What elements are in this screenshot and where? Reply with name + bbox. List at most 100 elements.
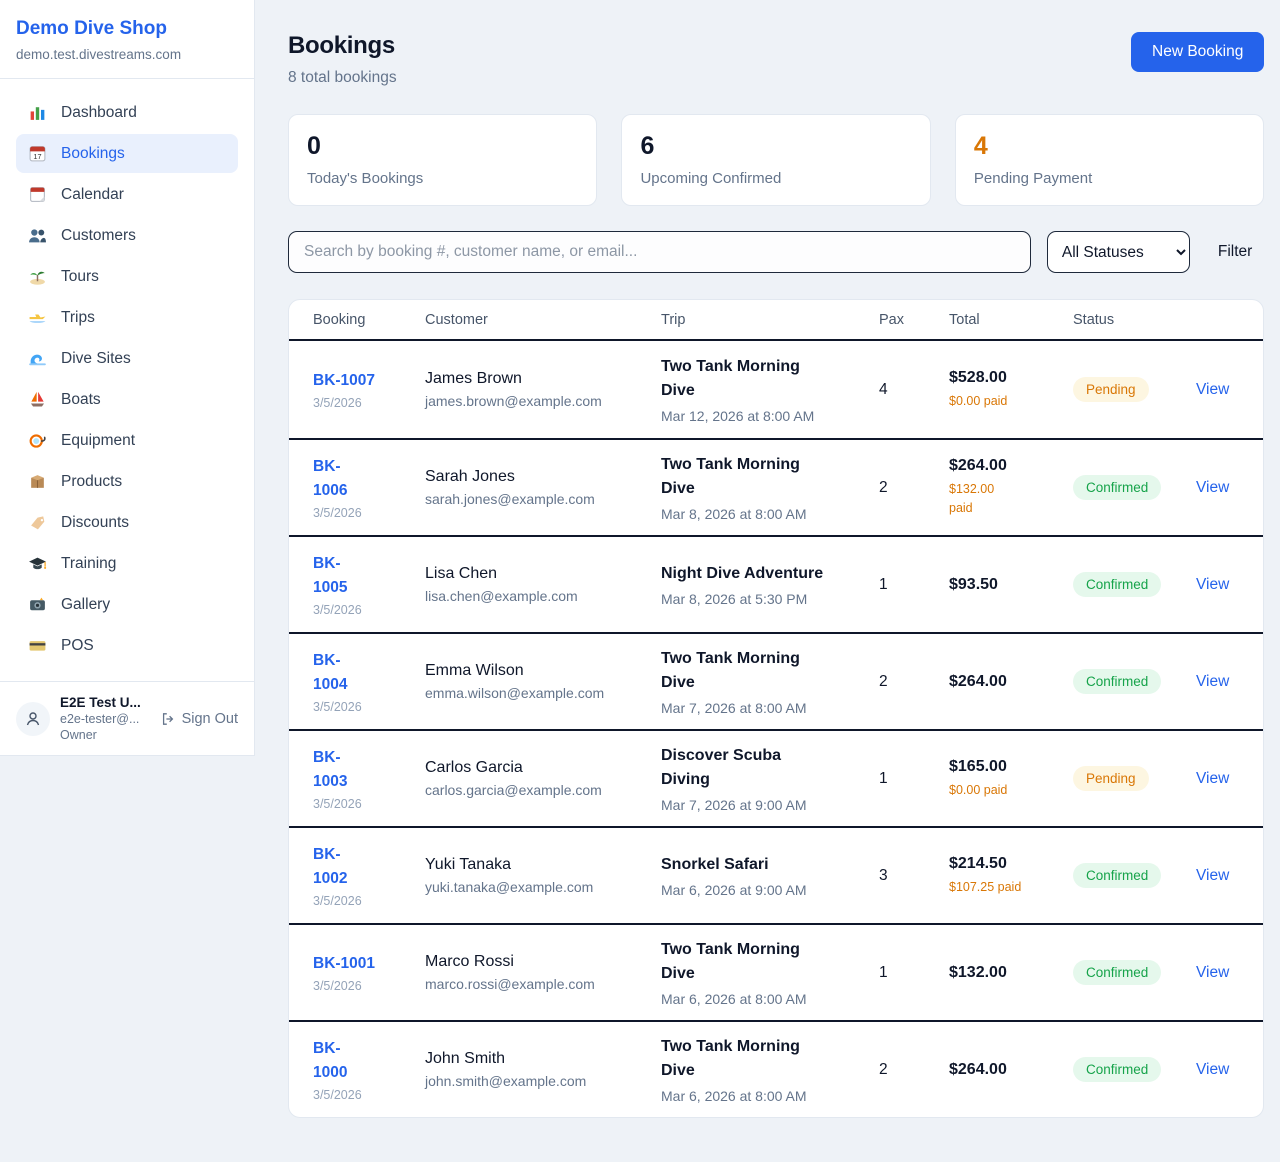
sidebar-item-products[interactable]: Products	[16, 462, 238, 501]
sidebar-item-training[interactable]: Training	[16, 544, 238, 583]
new-booking-button[interactable]: New Booking	[1131, 32, 1265, 72]
status-badge: Confirmed	[1073, 1057, 1162, 1082]
users-icon	[28, 226, 47, 245]
sidebar-item-discounts[interactable]: Discounts	[16, 503, 238, 542]
customer-email: lisa.chen@example.com	[425, 588, 578, 604]
table-row: BK- 1006 3/5/2026 Sarah Jones sarah.jone…	[289, 438, 1264, 535]
paid-amount: $0.00 paid	[949, 393, 1008, 408]
total-amount: $93.50	[949, 575, 998, 593]
booking-cell: BK- 1003 3/5/2026	[313, 746, 425, 811]
view-link[interactable]: View	[1196, 866, 1230, 884]
actions-cell: View	[1196, 770, 1239, 788]
trip-name: Two Tank Morning Dive	[661, 1038, 800, 1079]
total-cell: $93.50	[949, 576, 1073, 594]
customer-name: Emma Wilson	[425, 662, 524, 679]
customer-name: Lisa Chen	[425, 565, 498, 582]
filter-button[interactable]: Filter	[1206, 243, 1264, 261]
customer-email: john.smith@example.com	[425, 1073, 587, 1089]
view-link[interactable]: View	[1196, 478, 1230, 496]
sidebar-item-calendar[interactable]: Calendar	[16, 175, 238, 214]
status-select[interactable]: All Statuses	[1046, 231, 1190, 273]
customer-email: emma.wilson@example.com	[425, 685, 605, 701]
sidebar-item-gallery[interactable]: Gallery	[16, 585, 238, 624]
sidebar-item-label: Calendar	[61, 185, 124, 203]
sidebar-item-pos[interactable]: POS	[16, 626, 238, 665]
actions-cell: View	[1196, 1061, 1239, 1079]
view-link[interactable]: View	[1196, 1060, 1230, 1078]
page-title: Bookings	[288, 32, 395, 59]
view-link[interactable]: View	[1196, 575, 1230, 593]
booking-cell: BK-1001 3/5/2026	[313, 952, 425, 993]
view-link[interactable]: View	[1196, 380, 1230, 398]
sidebar-item-dive-sites[interactable]: Dive Sites	[16, 339, 238, 378]
status-badge: Confirmed	[1073, 475, 1162, 500]
actions-cell: View	[1196, 479, 1239, 497]
sidebar-item-dashboard[interactable]: Dashboard	[16, 93, 238, 132]
booking-id-link[interactable]: BK-1001	[313, 954, 376, 972]
stat-card-pending-payment: 4 Pending Payment	[954, 114, 1265, 206]
total-cell: $528.00 $0.00 paid	[949, 369, 1073, 411]
sidebar-item-label: Discounts	[61, 513, 130, 531]
trip-name: Discover Scuba Diving	[661, 747, 782, 788]
customer-cell: Carlos Garcia carlos.garcia@example.com	[425, 759, 661, 798]
total-cell: $214.50 $107.25 paid	[949, 855, 1073, 897]
customer-name: John Smith	[425, 1050, 506, 1067]
view-link[interactable]: View	[1196, 963, 1230, 981]
diving-mask-icon	[28, 431, 47, 450]
booking-date: 3/5/2026	[313, 396, 362, 411]
sidebar-item-label: Products	[61, 472, 123, 490]
island-icon	[28, 267, 47, 286]
sidebar-item-trips[interactable]: Trips	[16, 298, 238, 337]
sailboat-icon	[28, 390, 47, 409]
sidebar-item-label: Trips	[61, 308, 95, 326]
trip-datetime: Mar 6, 2026 at 8:00 AM	[661, 991, 807, 1007]
booking-id-link[interactable]: BK- 1004	[313, 652, 348, 693]
booking-id-link[interactable]: BK- 1000	[313, 1040, 348, 1081]
actions-cell: View	[1196, 576, 1239, 594]
status-cell: Pending	[1073, 377, 1196, 402]
sidebar-item-label: Dive Sites	[61, 349, 131, 367]
view-link[interactable]: View	[1196, 672, 1230, 690]
sign-out-button[interactable]: Sign Out	[160, 711, 238, 727]
sidebar-item-bookings[interactable]: 17 Bookings	[16, 134, 238, 173]
pax-count: 4	[879, 380, 888, 398]
booking-id-link[interactable]: BK- 1005	[313, 555, 348, 596]
status-cell: Confirmed	[1073, 572, 1196, 597]
user-info: E2E Test U... e2e-tester@... Owner	[60, 695, 150, 742]
column-header-total: Total	[949, 311, 980, 328]
table-header-row: Booking Customer Trip Pax Total Status	[289, 300, 1264, 341]
user-email: e2e-tester@...	[60, 712, 140, 726]
booking-id-link[interactable]: BK- 1003	[313, 749, 348, 790]
customer-email: james.brown@example.com	[425, 393, 602, 409]
pax-count: 1	[879, 575, 888, 593]
sidebar-item-label: Gallery	[61, 595, 111, 613]
total-amount: $528.00	[949, 368, 1007, 386]
booking-id-link[interactable]: BK- 1002	[313, 846, 348, 887]
view-link[interactable]: View	[1196, 769, 1230, 787]
stat-card-today-s-bookings: 0 Today's Bookings	[288, 114, 598, 206]
trip-datetime: Mar 7, 2026 at 8:00 AM	[661, 700, 807, 716]
booking-cell: BK- 1002 3/5/2026	[313, 843, 425, 908]
calendar-17-icon: 17	[28, 144, 47, 163]
trip-cell: Night Dive Adventure Mar 8, 2026 at 5:30…	[661, 562, 879, 607]
svg-text:17: 17	[33, 152, 41, 161]
sidebar-item-equipment[interactable]: Equipment	[16, 421, 238, 460]
booking-date: 3/5/2026	[313, 893, 362, 908]
booking-id-link[interactable]: BK-1007	[313, 371, 376, 389]
box-icon	[28, 472, 47, 491]
page-header: Bookings 8 total bookings New Booking	[288, 32, 1265, 87]
trip-cell: Two Tank Morning Dive Mar 12, 2026 at 8:…	[661, 355, 879, 424]
column-header-booking: Booking	[313, 311, 366, 328]
sidebar-item-customers[interactable]: Customers	[16, 216, 238, 255]
page-title-block: Bookings 8 total bookings	[288, 32, 397, 87]
sidebar-item-boats[interactable]: Boats	[16, 380, 238, 419]
booking-date: 3/5/2026	[313, 796, 362, 811]
search-input[interactable]	[288, 231, 1031, 273]
customer-name: Yuki Tanaka	[425, 856, 511, 873]
sidebar-item-tours[interactable]: Tours	[16, 257, 238, 296]
trip-cell: Discover Scuba Diving Mar 7, 2026 at 9:0…	[661, 744, 879, 813]
booking-id-link[interactable]: BK- 1006	[313, 458, 348, 499]
sidebar-item-label: Dashboard	[61, 103, 137, 121]
trip-datetime: Mar 6, 2026 at 8:00 AM	[661, 1088, 807, 1104]
customer-cell: Marco Rossi marco.rossi@example.com	[425, 953, 661, 992]
